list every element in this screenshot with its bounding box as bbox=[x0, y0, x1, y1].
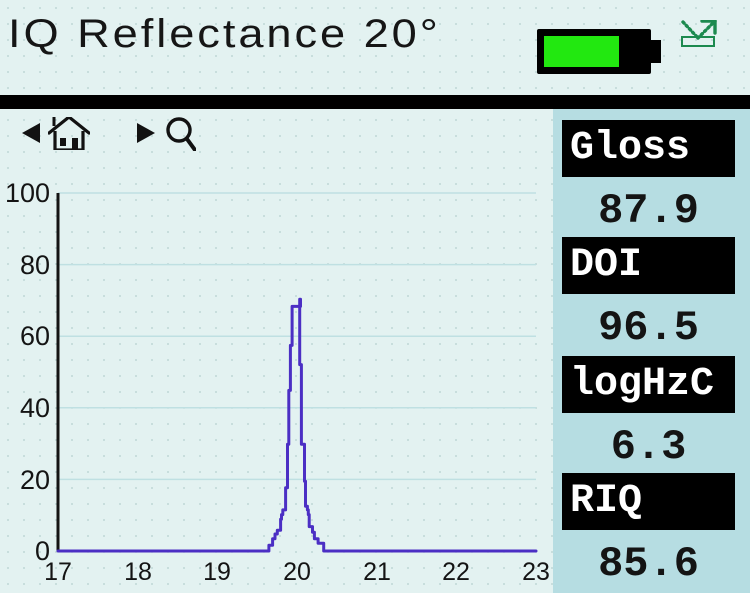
svg-text:23: 23 bbox=[522, 558, 550, 586]
svg-text:100: 100 bbox=[5, 178, 50, 208]
svg-text:21: 21 bbox=[363, 558, 391, 586]
svg-text:80: 80 bbox=[20, 250, 50, 280]
svg-text:22: 22 bbox=[442, 558, 470, 586]
svg-text:40: 40 bbox=[20, 393, 50, 423]
svg-text:20: 20 bbox=[283, 558, 311, 586]
svg-text:19: 19 bbox=[203, 558, 231, 586]
svg-text:17: 17 bbox=[44, 558, 72, 586]
svg-text:20: 20 bbox=[20, 465, 50, 495]
svg-text:18: 18 bbox=[124, 558, 152, 586]
svg-text:60: 60 bbox=[20, 321, 50, 351]
